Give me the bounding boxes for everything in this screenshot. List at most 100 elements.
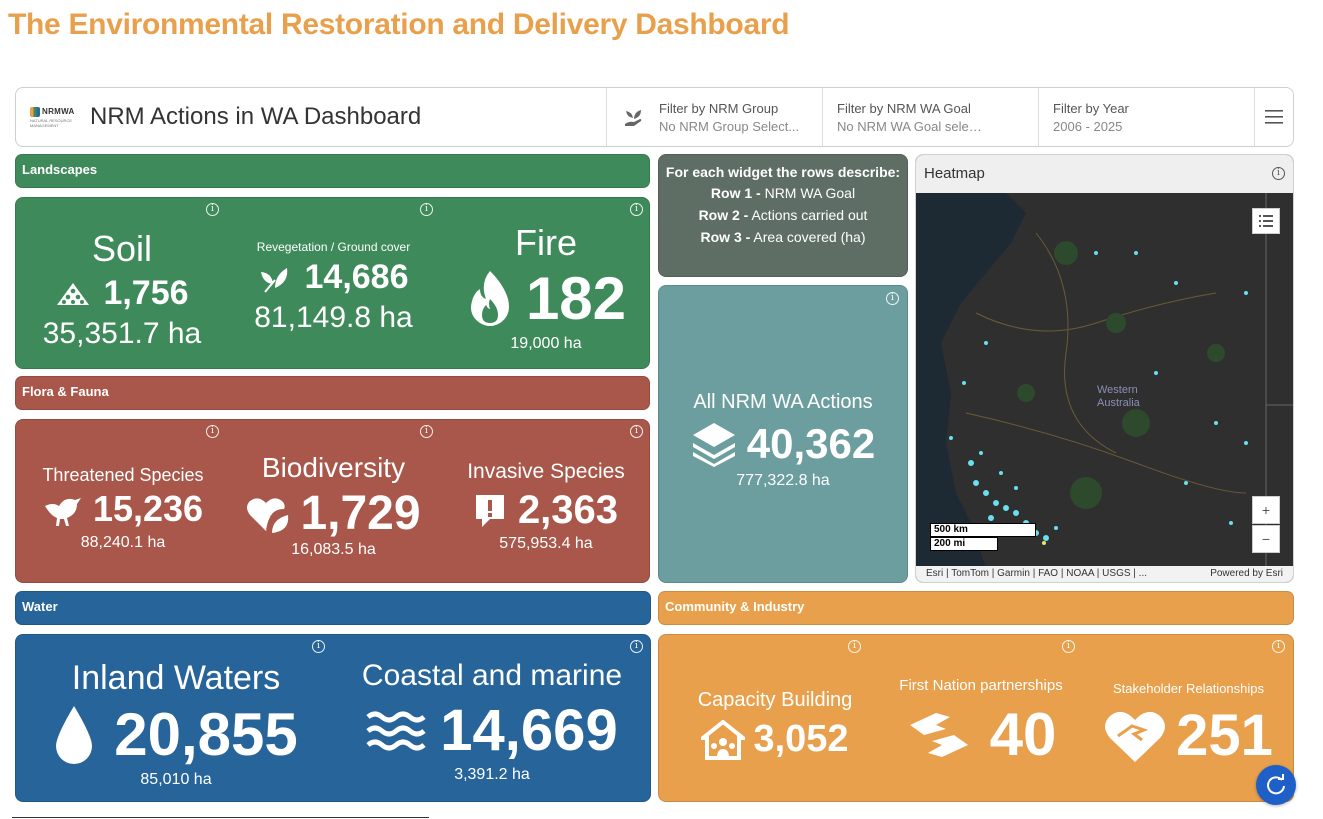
invasive-area: 575,953.4 ha <box>499 535 593 552</box>
waves-icon <box>366 711 426 750</box>
threatened-species-widget[interactable]: Threatened Species 15,236 88,240.1 ha <box>28 465 218 552</box>
flora-fauna-card: i i i Threatened Species 15,236 88,240.1… <box>15 419 650 583</box>
fire-title: Fire <box>515 222 577 263</box>
page-title: The Environmental Restoration and Delive… <box>8 8 790 41</box>
info-icon[interactable]: i <box>848 640 861 653</box>
info-icon[interactable]: i <box>1272 167 1285 180</box>
stakeholder-actions: 251 <box>1176 703 1273 768</box>
section-flora-fauna: Flora & Fauna <box>15 376 650 410</box>
alert-icon <box>475 494 504 527</box>
filter-year[interactable]: Filter by Year 2006 - 2025 <box>1038 88 1254 146</box>
heatmap-panel: Heatmap i Western Australia <box>915 154 1294 583</box>
first-nation-title: First Nation partnerships <box>899 677 1063 694</box>
stakeholder-title: Stakeholder Relationships <box>1112 681 1265 696</box>
legend-row-1: Row 1 - NRM WA Goal <box>710 185 856 201</box>
scale-km: 500 km <box>930 523 1036 537</box>
bird-icon <box>44 498 81 526</box>
soil-icon <box>57 282 90 305</box>
info-icon[interactable]: i <box>630 425 643 438</box>
coastal-title: Coastal and marine <box>361 659 623 692</box>
landscapes-card: i i i Soil 1,756 35,351.7 ha Revegetatio… <box>15 197 650 369</box>
logo-text: NRMWA <box>42 107 75 116</box>
first-nation-actions: 40 <box>989 701 1057 768</box>
biodiversity-area: 16,083.5 ha <box>291 541 376 558</box>
stakeholder-widget[interactable]: Stakeholder Relationships 251 <box>1091 681 1286 769</box>
invasive-species-widget[interactable]: Invasive Species 2,363 575,953.4 ha <box>456 460 636 553</box>
hamburger-icon <box>1265 110 1283 124</box>
threatened-actions: 15,236 <box>92 488 204 529</box>
menu-button[interactable] <box>1254 88 1293 146</box>
community-card: i i i Capacity Building 3,052 First Nati… <box>658 634 1294 802</box>
filter-value: No NRM Group Select... <box>659 118 800 134</box>
logo-subtext: NATURAL RESOURCE MANAGEMENT <box>30 117 73 128</box>
leaf-icon <box>260 267 287 293</box>
community-house-icon <box>701 719 746 760</box>
map-attribution: Esri | TomTom | Garmin | FAO | NOAA | US… <box>916 566 1293 582</box>
revegetation-actions: 14,686 <box>304 258 409 296</box>
fire-icon <box>470 270 509 326</box>
invasive-title: Invasive Species <box>467 460 625 483</box>
info-icon[interactable]: i <box>1062 640 1075 653</box>
all-actions-area: 777,322.8 ha <box>736 472 830 489</box>
all-actions-card[interactable]: i All NRM WA Actions 40,362 777,322.8 ha <box>658 285 908 583</box>
soil-widget[interactable]: Soil 1,756 35,351.7 ha <box>26 228 218 351</box>
heart-leaf-icon <box>247 497 289 533</box>
info-icon[interactable]: i <box>206 203 219 216</box>
filter-label: Filter by NRM WA Goal <box>837 100 971 116</box>
capacity-building-widget[interactable]: Capacity Building 3,052 <box>675 689 875 761</box>
divider <box>12 817 429 818</box>
info-icon[interactable]: i <box>886 292 899 305</box>
fire-actions: 182 <box>525 265 627 332</box>
coastal-actions: 14,669 <box>440 698 618 763</box>
legend-row-3: Row 3 - Area covered (ha) <box>700 229 866 245</box>
handshake-icon <box>909 712 968 757</box>
info-icon[interactable]: i <box>630 640 643 653</box>
refresh-button[interactable] <box>1256 765 1296 805</box>
info-icon[interactable]: i <box>312 640 325 653</box>
info-icon[interactable]: i <box>630 203 643 216</box>
layers-icon <box>692 423 735 467</box>
heatmap-map[interactable]: Western Australia <box>916 193 1294 568</box>
info-icon[interactable]: i <box>1272 640 1285 653</box>
map-layers-button[interactable] <box>1252 208 1280 234</box>
capacity-actions: 3,052 <box>753 718 849 760</box>
heatmap-title: Heatmap <box>924 165 985 182</box>
info-icon[interactable]: i <box>206 425 219 438</box>
brand: NRMWA NATURAL RESOURCE MANAGEMENT NRM Ac… <box>16 88 606 146</box>
inland-waters-widget[interactable]: Inland Waters 20,855 85,010 ha <box>26 659 326 789</box>
filter-value: No NRM WA Goal selected <box>837 118 987 134</box>
scale-mi: 200 mi <box>930 537 998 551</box>
filter-label: Filter by NRM Group <box>659 100 779 116</box>
soil-area: 35,351.7 ha <box>42 317 202 350</box>
legend-row-2: Row 2 - Actions carried out <box>698 207 868 223</box>
biodiversity-widget[interactable]: Biodiversity 1,729 16,083.5 ha <box>241 452 426 559</box>
legend-card: For each widget the rows describe: Row 1… <box>658 154 908 277</box>
filter-nrm-goal[interactable]: Filter by NRM WA Goal No NRM WA Goal sel… <box>822 88 1038 146</box>
revegetation-title: Revegetation / Ground cover <box>256 240 411 254</box>
first-nation-widget[interactable]: First Nation partnerships 40 <box>881 677 1081 769</box>
zoom-in-button[interactable]: + <box>1252 496 1280 524</box>
powered-by[interactable]: Powered by Esri <box>1210 568 1283 579</box>
list-icon <box>1259 215 1273 227</box>
zoom-out-button[interactable]: − <box>1252 525 1280 553</box>
revegetation-widget[interactable]: Revegetation / Ground cover 14,686 81,14… <box>241 240 426 335</box>
heatmap-header: Heatmap i <box>916 155 1293 193</box>
filter-nrm-group[interactable]: Filter by NRM Group No NRM Group Select.… <box>606 88 822 146</box>
dashboard-title: NRM Actions in WA Dashboard <box>90 103 422 130</box>
section-community: Community & Industry <box>658 591 1294 625</box>
fire-widget[interactable]: Fire 182 19,000 ha <box>456 222 636 353</box>
attribution-text[interactable]: Esri | TomTom | Garmin | FAO | NOAA | US… <box>926 568 1148 579</box>
info-icon[interactable]: i <box>420 203 433 216</box>
biodiversity-title: Biodiversity <box>261 452 406 483</box>
water-drop-icon <box>56 705 93 764</box>
inland-actions: 20,855 <box>114 701 298 768</box>
capacity-title: Capacity Building <box>697 689 853 711</box>
inland-area: 85,010 ha <box>140 771 212 788</box>
info-icon[interactable]: i <box>420 425 433 438</box>
coastal-marine-widget[interactable]: Coastal and marine 14,669 3,391.2 ha <box>346 659 638 784</box>
fire-area: 19,000 ha <box>510 335 582 352</box>
filter-label: Filter by Year <box>1053 100 1129 116</box>
revegetation-area: 81,149.8 ha <box>254 301 413 334</box>
soil-actions: 1,756 <box>103 274 189 312</box>
inland-title: Inland Waters <box>71 659 281 697</box>
